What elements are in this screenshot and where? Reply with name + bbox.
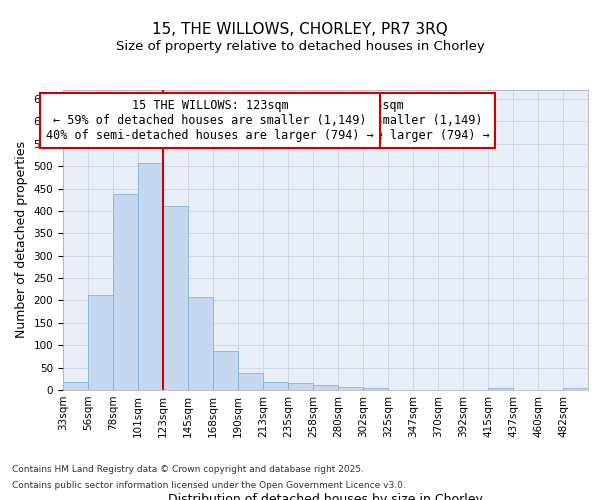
Text: 15 THE WILLOWS: 123sqm
← 59% of detached houses are smaller (1,149)
40% of semi-: 15 THE WILLOWS: 123sqm ← 59% of detached… xyxy=(46,99,374,142)
Bar xyxy=(63,382,88,390)
Bar xyxy=(88,295,113,390)
Bar xyxy=(313,384,338,390)
X-axis label: Distribution of detached houses by size in Chorley: Distribution of detached houses by size … xyxy=(168,492,483,500)
Text: 15, THE WILLOWS, CHORLEY, PR7 3RQ: 15, THE WILLOWS, CHORLEY, PR7 3RQ xyxy=(152,22,448,38)
Bar xyxy=(238,372,263,390)
Bar xyxy=(213,352,238,390)
Text: Contains public sector information licensed under the Open Government Licence v3: Contains public sector information licen… xyxy=(12,481,406,490)
Bar xyxy=(188,298,213,390)
Bar xyxy=(338,387,363,390)
Bar xyxy=(113,194,138,390)
Y-axis label: Number of detached properties: Number of detached properties xyxy=(15,142,28,338)
Bar xyxy=(563,388,588,390)
Bar xyxy=(288,384,313,390)
Text: Size of property relative to detached houses in Chorley: Size of property relative to detached ho… xyxy=(116,40,484,53)
Bar xyxy=(488,388,513,390)
Bar xyxy=(363,388,388,390)
Text: 15 THE WILLOWS: 123sqm
← 59% of detached houses are smaller (1,149)
40% of semi-: 15 THE WILLOWS: 123sqm ← 59% of detached… xyxy=(161,99,490,142)
Bar xyxy=(163,206,188,390)
Text: Contains HM Land Registry data © Crown copyright and database right 2025.: Contains HM Land Registry data © Crown c… xyxy=(12,465,364,474)
Bar xyxy=(263,382,288,390)
Bar xyxy=(138,163,163,390)
